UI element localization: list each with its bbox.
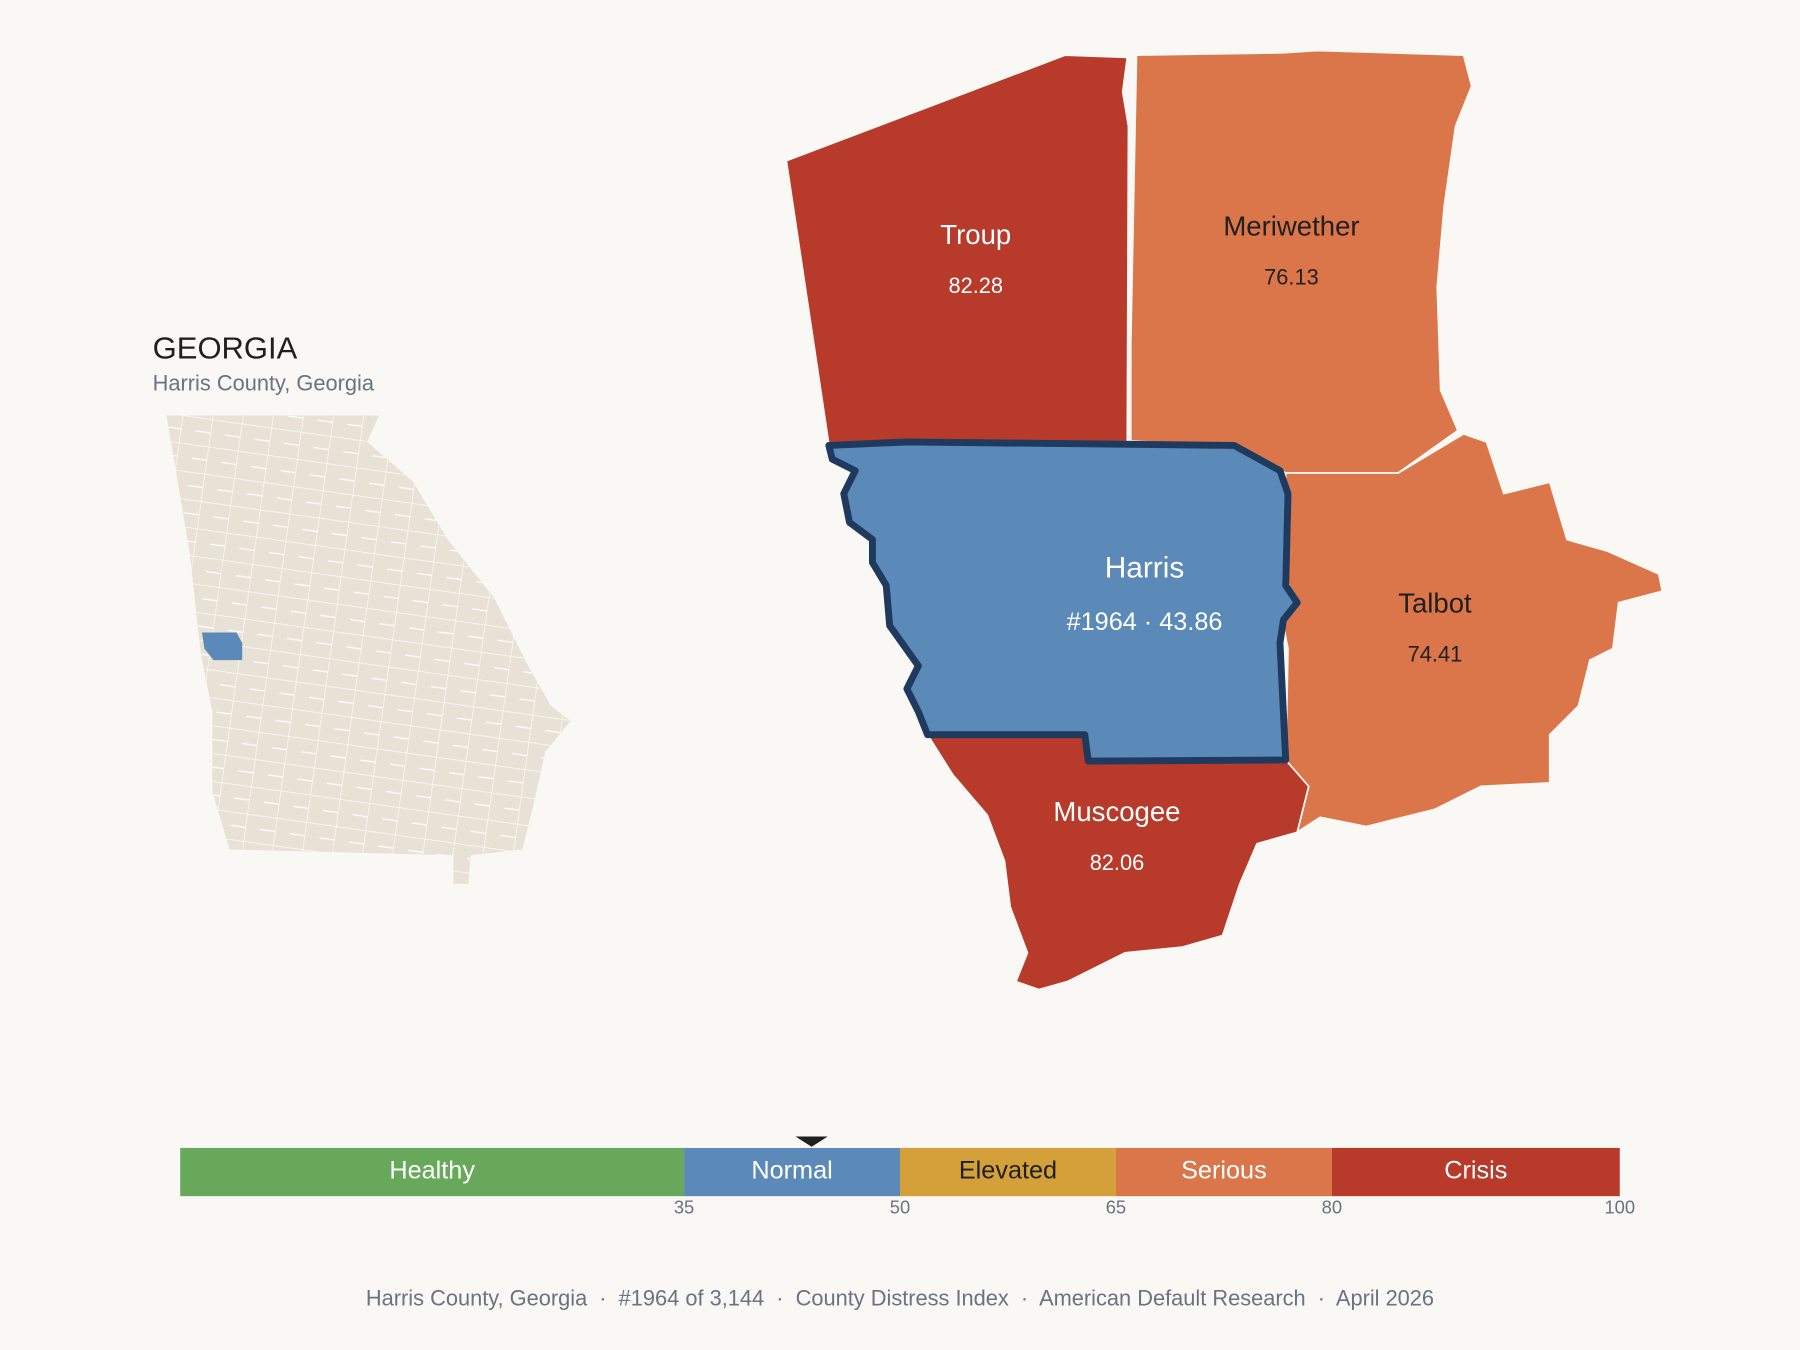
band-label: Healthy: [389, 1157, 475, 1185]
band-label: Crisis: [1444, 1157, 1507, 1185]
band-label: Normal: [751, 1157, 832, 1185]
scale-band: [1115, 1147, 1332, 1197]
tick-label: 100: [1604, 1197, 1635, 1218]
county-value: 74.41: [1408, 641, 1463, 666]
tick-label: 35: [674, 1197, 694, 1218]
county-value: #1964 · 43.86: [1067, 608, 1223, 636]
band-label: Serious: [1181, 1157, 1267, 1185]
state-outline: [166, 415, 571, 884]
county-name: Troup: [940, 219, 1011, 250]
tick-label: 50: [890, 1197, 910, 1218]
county-name: Meriwether: [1223, 211, 1359, 242]
county-meriwether: [1129, 49, 1473, 474]
tick-label: 65: [1106, 1197, 1126, 1218]
scale-band: [180, 1147, 685, 1197]
county-muscogee: [925, 733, 1310, 991]
county-name: Talbot: [1398, 587, 1472, 618]
county-value: 82.06: [1090, 850, 1145, 875]
county-name: Harris: [1105, 551, 1185, 584]
band-label: Elevated: [959, 1157, 1057, 1185]
scale-marker: [795, 1136, 828, 1147]
scale-band: [1331, 1147, 1620, 1197]
inset-title: GEORGIA: [153, 330, 298, 365]
scale-band: [900, 1147, 1116, 1197]
county-value: 76.13: [1264, 265, 1319, 290]
county-talbot: [1282, 432, 1664, 835]
inset-subtitle: Harris County, Georgia: [153, 370, 375, 395]
distress-scale: Healthy Normal Elevated Serious Crisis 35 50 65…: [180, 1136, 1635, 1218]
tick-label: 80: [1322, 1197, 1342, 1218]
footer: Harris County, Georgia · #1964 of 3,144 …: [366, 1285, 1434, 1310]
county-value: 82.28: [948, 273, 1003, 298]
county-harris: [825, 438, 1301, 765]
county-map: [785, 49, 1664, 991]
inset-harris: [202, 632, 243, 661]
scale-band: [684, 1147, 900, 1197]
county-name: Muscogee: [1053, 796, 1180, 827]
